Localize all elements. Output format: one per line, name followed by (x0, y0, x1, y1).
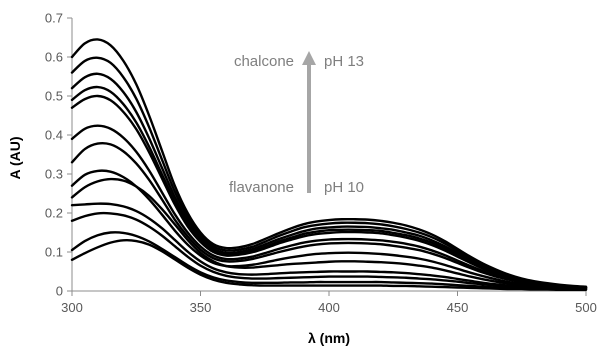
spectrum-line-9 (70, 177, 588, 290)
spectrum-line-13 (70, 239, 588, 292)
y-tick-label: 0 (56, 284, 63, 299)
annotation-flavanone: flavanone (229, 179, 294, 196)
x-tick-label: 400 (318, 300, 340, 315)
x-tick-label: 350 (190, 300, 212, 315)
y-tick-label: 0.4 (45, 128, 63, 143)
y-tick-label: 0.3 (45, 167, 63, 182)
annotations: chalcone pH 13 flavanone pH 10 (229, 51, 364, 196)
y-tick-label: 0.1 (45, 245, 63, 260)
y-axis-title: A (AU) (7, 136, 23, 179)
series-lines (70, 38, 588, 292)
spectrum-line-5 (70, 94, 588, 289)
annotation-ph13: pH 13 (324, 53, 364, 70)
y-tick-label: 0.6 (45, 50, 63, 65)
y-tick-label: 0.5 (45, 89, 63, 104)
spectrum-line-8 (70, 169, 588, 290)
y-tick-label: 0.7 (45, 11, 63, 26)
y-axis-ticks: 0 0.1 0.2 0.3 0.4 0.5 0.6 0.7 (45, 11, 72, 299)
y-tick-label: 0.2 (45, 206, 63, 221)
spectrum-line-11 (70, 211, 588, 291)
x-tick-label: 450 (447, 300, 469, 315)
spectrum-line-1 (70, 38, 588, 288)
ph-arrow-head (302, 51, 316, 65)
x-axis-title: λ (nm) (308, 330, 350, 346)
spectrum-line-7 (70, 141, 588, 290)
annotation-chalcone: chalcone (234, 53, 294, 70)
x-tick-label: 500 (575, 300, 597, 315)
annotation-ph10: pH 10 (324, 179, 364, 196)
x-tick-label: 300 (61, 300, 83, 315)
x-axis-ticks: 300 350 400 450 500 (61, 291, 597, 315)
